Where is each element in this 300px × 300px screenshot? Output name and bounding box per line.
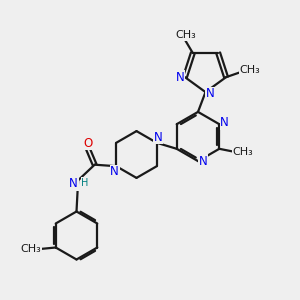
Text: O: O <box>83 136 93 150</box>
Text: N: N <box>154 131 163 144</box>
Text: N: N <box>206 87 214 100</box>
Text: N: N <box>176 71 185 84</box>
Text: CH₃: CH₃ <box>175 30 196 40</box>
Text: CH₃: CH₃ <box>240 65 260 75</box>
Text: H: H <box>81 178 88 188</box>
Text: CH₃: CH₃ <box>21 244 41 254</box>
Text: N: N <box>110 165 119 178</box>
Text: N: N <box>69 177 78 190</box>
Text: CH₃: CH₃ <box>232 147 253 157</box>
Text: N: N <box>199 154 208 168</box>
Text: N: N <box>220 116 229 129</box>
